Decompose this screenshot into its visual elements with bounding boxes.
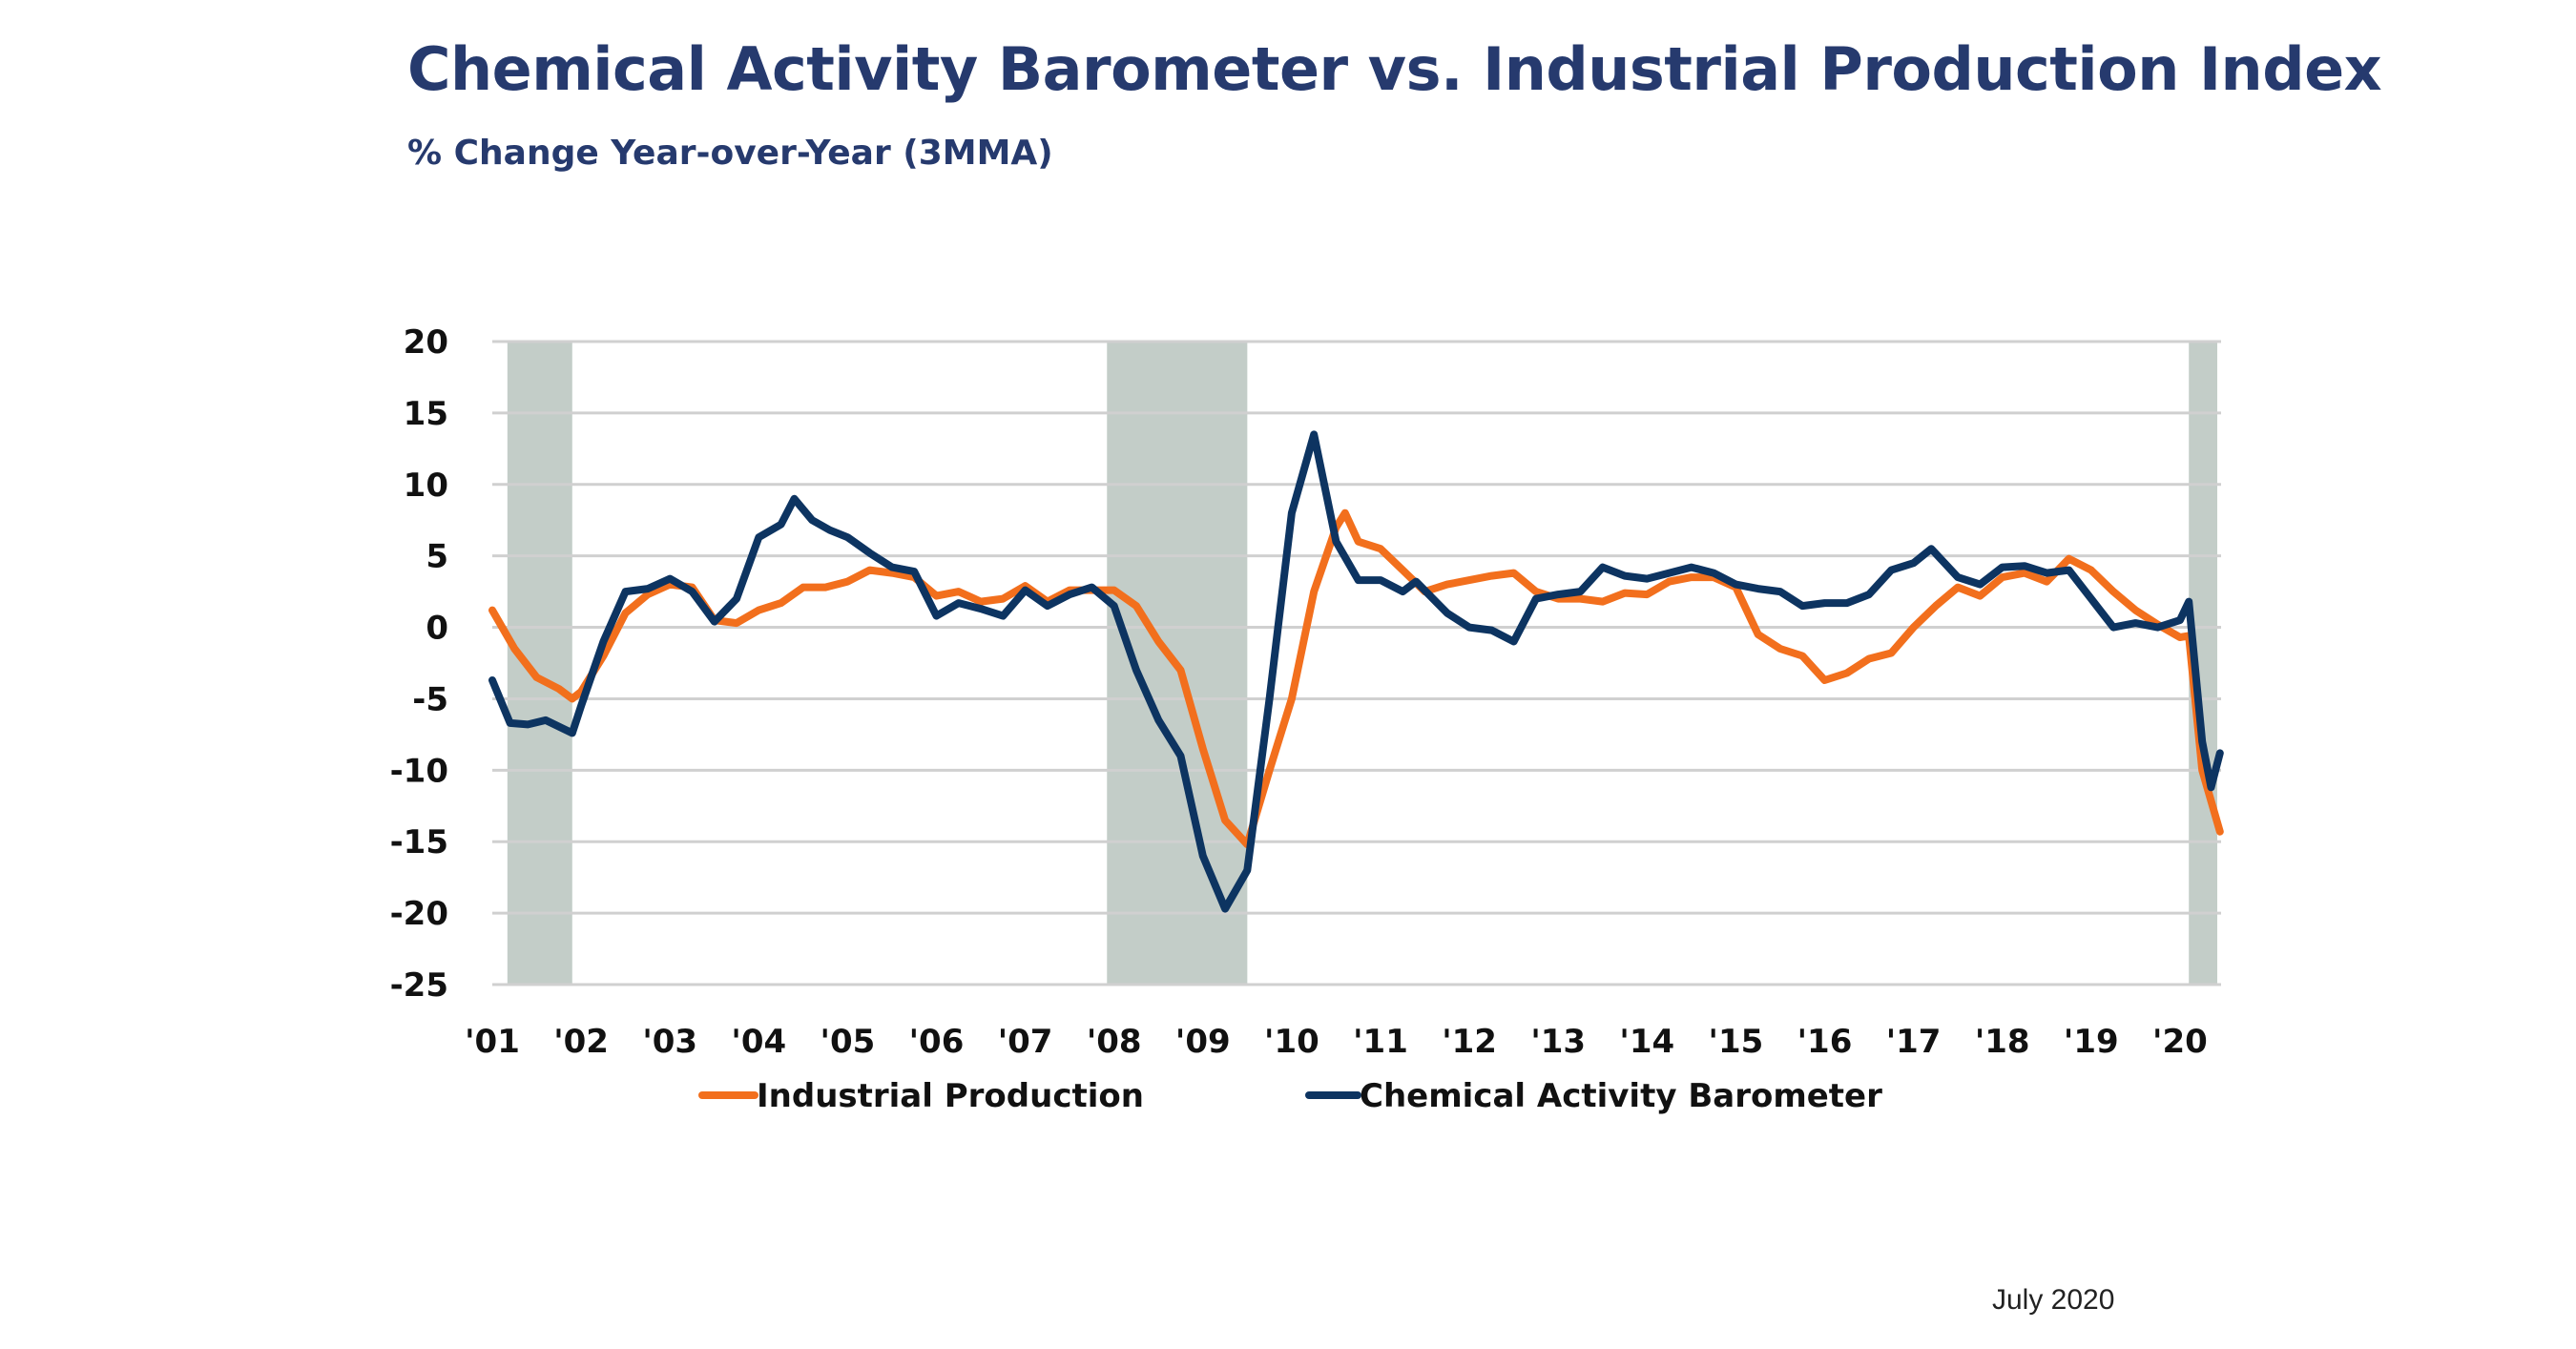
chart-title: Chemical Activity Barometer vs. Industri… <box>407 34 2382 104</box>
x-tick-label: '05 <box>821 1023 876 1061</box>
chemical-activity-barometer-line <box>488 430 2224 913</box>
series-lines <box>488 430 2224 913</box>
date-footer: July 2020 <box>1992 1284 2115 1316</box>
industrial-production-line <box>488 508 2224 849</box>
x-tick-label: '14 <box>1619 1023 1674 1061</box>
y-tick-label: -25 <box>390 966 448 1005</box>
x-tick-label: '09 <box>1175 1023 1231 1061</box>
x-tick-label: '03 <box>642 1023 697 1061</box>
x-tick-label: '12 <box>1442 1023 1497 1061</box>
x-tick-label: '02 <box>553 1023 609 1061</box>
legend: Industrial Production Chemical Activity B… <box>698 1077 1882 1115</box>
x-tick-label: '19 <box>2064 1023 2119 1061</box>
y-axis: 20 15 10 5 0 -5 -10 -15 -20 -25 <box>390 323 448 1005</box>
y-tick-label: 5 <box>426 538 448 576</box>
y-tick-label: 0 <box>426 610 448 648</box>
x-tick-label: '01 <box>465 1023 520 1061</box>
x-tick-label: '10 <box>1264 1023 1319 1061</box>
y-tick-label: 15 <box>404 395 448 433</box>
y-tick-label: 10 <box>404 467 448 505</box>
recession-shading <box>507 342 2218 985</box>
x-tick-label: '17 <box>1886 1023 1942 1061</box>
chart-subtitle: % Change Year-over-Year (3MMA) <box>407 134 1053 173</box>
y-tick-label: -5 <box>412 680 448 718</box>
y-tick-label: 20 <box>404 323 448 362</box>
y-tick-label: -10 <box>390 752 448 790</box>
x-tick-label: '06 <box>909 1023 965 1061</box>
y-tick-label: -20 <box>390 895 448 933</box>
x-tick-label: '20 <box>2152 1023 2208 1061</box>
y-tick-label: -15 <box>390 823 448 861</box>
recession-band <box>507 342 572 985</box>
x-tick-label: '11 <box>1353 1023 1408 1061</box>
x-tick-label: '04 <box>731 1023 786 1061</box>
x-tick-label: '08 <box>1087 1023 1142 1061</box>
x-tick-label: '16 <box>1797 1023 1853 1061</box>
legend-label: Industrial Production <box>757 1077 1144 1115</box>
x-tick-label: '13 <box>1530 1023 1586 1061</box>
x-tick-label: '07 <box>998 1023 1053 1061</box>
x-tick-label: '18 <box>1975 1023 2030 1061</box>
gridlines <box>492 340 2221 986</box>
legend-label: Chemical Activity Barometer <box>1360 1077 1882 1115</box>
x-tick-label: '15 <box>1709 1023 1764 1061</box>
x-axis: '01 '02 '03 '04 '05 '06 '07 '08 '09 '10 '11 '12 '13 '… <box>465 1023 2208 1061</box>
